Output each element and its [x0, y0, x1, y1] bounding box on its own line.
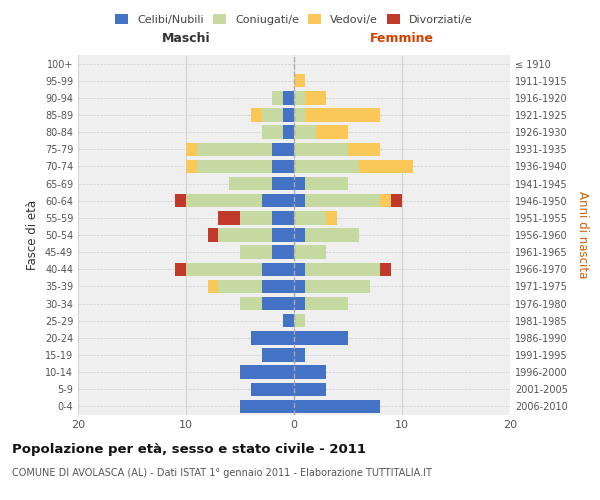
Bar [294, 382, 326, 396]
Bar [294, 108, 305, 122]
Bar [272, 160, 294, 173]
Bar [305, 108, 380, 122]
Bar [240, 400, 294, 413]
Bar [294, 297, 305, 310]
Bar [240, 366, 294, 379]
Bar [391, 194, 402, 207]
Bar [316, 126, 348, 139]
Bar [218, 211, 240, 224]
Bar [218, 228, 272, 241]
Bar [305, 262, 380, 276]
Bar [283, 91, 294, 104]
Bar [175, 194, 186, 207]
Bar [197, 142, 272, 156]
Bar [272, 246, 294, 259]
Bar [294, 194, 305, 207]
Text: COMUNE DI AVOLASCA (AL) - Dati ISTAT 1° gennaio 2011 - Elaborazione TUTTITALIA.I: COMUNE DI AVOLASCA (AL) - Dati ISTAT 1° … [12, 468, 432, 477]
Bar [305, 228, 359, 241]
Bar [348, 142, 380, 156]
Y-axis label: Anni di nascita: Anni di nascita [576, 192, 589, 278]
Bar [294, 280, 305, 293]
Bar [262, 126, 283, 139]
Bar [262, 108, 283, 122]
Bar [251, 108, 262, 122]
Text: Maschi: Maschi [161, 32, 211, 44]
Text: Femmine: Femmine [370, 32, 434, 44]
Bar [294, 366, 326, 379]
Bar [294, 142, 348, 156]
Bar [240, 211, 272, 224]
Bar [305, 297, 348, 310]
Y-axis label: Fasce di età: Fasce di età [26, 200, 39, 270]
Bar [272, 211, 294, 224]
Bar [294, 400, 380, 413]
Bar [186, 160, 197, 173]
Bar [186, 194, 262, 207]
Bar [186, 142, 197, 156]
Bar [240, 297, 262, 310]
Bar [262, 280, 294, 293]
Bar [294, 126, 316, 139]
Bar [272, 228, 294, 241]
Bar [218, 280, 262, 293]
Bar [186, 262, 262, 276]
Bar [359, 160, 413, 173]
Bar [229, 177, 272, 190]
Bar [283, 126, 294, 139]
Legend: Celibi/Nubili, Coniugati/e, Vedovi/e, Divorziati/e: Celibi/Nubili, Coniugati/e, Vedovi/e, Di… [112, 10, 476, 28]
Bar [305, 177, 348, 190]
Bar [380, 262, 391, 276]
Bar [294, 160, 359, 173]
Bar [294, 348, 305, 362]
Bar [294, 74, 305, 88]
Bar [262, 297, 294, 310]
Bar [294, 177, 305, 190]
Bar [262, 262, 294, 276]
Bar [294, 228, 305, 241]
Bar [380, 194, 391, 207]
Bar [251, 331, 294, 344]
Bar [294, 91, 305, 104]
Bar [305, 91, 326, 104]
Bar [208, 228, 218, 241]
Bar [326, 211, 337, 224]
Bar [305, 194, 380, 207]
Bar [240, 246, 272, 259]
Bar [262, 194, 294, 207]
Bar [294, 314, 305, 328]
Bar [305, 280, 370, 293]
Bar [283, 108, 294, 122]
Bar [208, 280, 218, 293]
Bar [272, 177, 294, 190]
Bar [283, 314, 294, 328]
Bar [294, 262, 305, 276]
Bar [294, 211, 326, 224]
Bar [175, 262, 186, 276]
Bar [251, 382, 294, 396]
Bar [197, 160, 272, 173]
Bar [294, 246, 326, 259]
Bar [272, 91, 283, 104]
Bar [262, 348, 294, 362]
Text: Popolazione per età, sesso e stato civile - 2011: Popolazione per età, sesso e stato civil… [12, 442, 366, 456]
Bar [272, 142, 294, 156]
Bar [294, 331, 348, 344]
